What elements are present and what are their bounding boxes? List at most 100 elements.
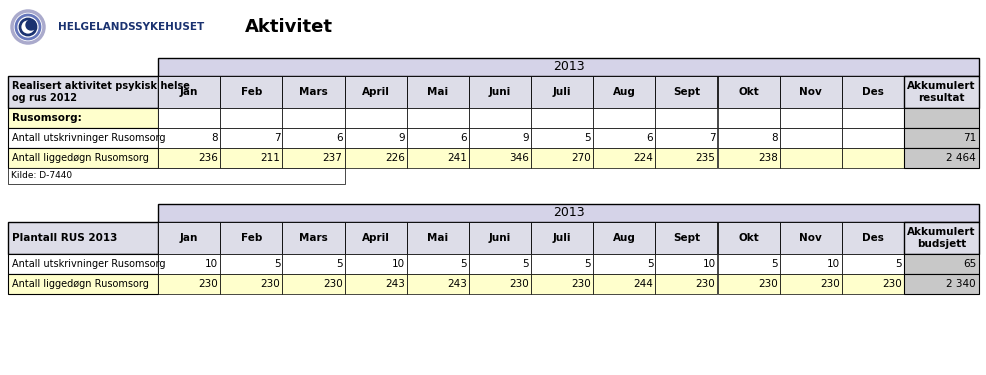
Bar bbox=[841, 274, 903, 294]
Bar bbox=[779, 108, 841, 128]
Text: Plantall RUS 2013: Plantall RUS 2013 bbox=[12, 233, 117, 243]
Text: 211: 211 bbox=[260, 153, 280, 163]
Text: Des: Des bbox=[861, 233, 882, 243]
Bar bbox=[344, 108, 406, 128]
Text: Sept: Sept bbox=[672, 87, 699, 97]
Text: HELGELANDSSYKEHUSET: HELGELANDSSYKEHUSET bbox=[58, 22, 204, 32]
Bar bbox=[158, 108, 220, 128]
Bar bbox=[593, 148, 655, 168]
Text: Aktivitet: Aktivitet bbox=[245, 18, 332, 36]
Text: 5: 5 bbox=[770, 259, 777, 269]
Bar bbox=[8, 108, 158, 128]
Text: April: April bbox=[361, 87, 389, 97]
Bar bbox=[530, 128, 593, 148]
Bar bbox=[282, 108, 344, 128]
Bar bbox=[468, 222, 530, 254]
Bar bbox=[8, 148, 158, 168]
Text: Kilde: D-7440: Kilde: D-7440 bbox=[11, 171, 72, 180]
Text: 5: 5 bbox=[459, 259, 466, 269]
Text: Akkumulert
resultat: Akkumulert resultat bbox=[906, 81, 975, 103]
Bar bbox=[655, 148, 717, 168]
Bar bbox=[717, 128, 779, 148]
Text: 230: 230 bbox=[881, 279, 901, 289]
Bar bbox=[406, 254, 468, 274]
Text: 10: 10 bbox=[826, 259, 839, 269]
Bar bbox=[282, 254, 344, 274]
Bar bbox=[158, 76, 220, 108]
Text: Juli: Juli bbox=[552, 87, 571, 97]
Text: Antall liggedøgn Rusomsorg: Antall liggedøgn Rusomsorg bbox=[12, 153, 149, 163]
Bar bbox=[593, 76, 655, 108]
Text: 230: 230 bbox=[509, 279, 528, 289]
Text: 5: 5 bbox=[522, 259, 528, 269]
Bar bbox=[282, 222, 344, 254]
Bar bbox=[655, 254, 717, 274]
Text: 241: 241 bbox=[447, 153, 466, 163]
Text: 2013: 2013 bbox=[552, 207, 584, 219]
Bar bbox=[8, 128, 158, 148]
Text: 235: 235 bbox=[695, 153, 715, 163]
Bar bbox=[530, 222, 593, 254]
Bar bbox=[903, 254, 978, 274]
Text: 5: 5 bbox=[273, 259, 280, 269]
Bar bbox=[717, 76, 779, 108]
Bar bbox=[530, 108, 593, 128]
Bar bbox=[655, 222, 717, 254]
Text: 226: 226 bbox=[385, 153, 404, 163]
Text: 5: 5 bbox=[335, 259, 342, 269]
Bar bbox=[655, 108, 717, 128]
Bar bbox=[593, 128, 655, 148]
Bar bbox=[593, 274, 655, 294]
Bar bbox=[841, 222, 903, 254]
Bar bbox=[406, 148, 468, 168]
Text: 10: 10 bbox=[391, 259, 404, 269]
Bar bbox=[530, 148, 593, 168]
Text: Mars: Mars bbox=[299, 233, 327, 243]
Text: 9: 9 bbox=[397, 133, 404, 143]
Text: 65: 65 bbox=[961, 259, 975, 269]
Bar bbox=[220, 222, 282, 254]
Bar bbox=[841, 254, 903, 274]
Bar bbox=[593, 108, 655, 128]
Text: 5: 5 bbox=[584, 133, 591, 143]
Text: 2 340: 2 340 bbox=[946, 279, 975, 289]
Text: 8: 8 bbox=[211, 133, 218, 143]
Text: Realisert aktivitet psykisk helse
og rus 2012: Realisert aktivitet psykisk helse og rus… bbox=[12, 81, 189, 103]
Bar bbox=[158, 254, 220, 274]
Bar bbox=[655, 128, 717, 148]
Text: 10: 10 bbox=[702, 259, 715, 269]
Text: Jan: Jan bbox=[179, 233, 198, 243]
Text: 230: 230 bbox=[757, 279, 777, 289]
Bar bbox=[282, 148, 344, 168]
Bar bbox=[593, 222, 655, 254]
Bar bbox=[593, 254, 655, 274]
Text: 244: 244 bbox=[633, 279, 653, 289]
Bar bbox=[841, 108, 903, 128]
Bar bbox=[220, 274, 282, 294]
Bar bbox=[220, 108, 282, 128]
Text: 7: 7 bbox=[273, 133, 280, 143]
Bar bbox=[158, 58, 978, 76]
Text: Antall liggedøgn Rusomsorg: Antall liggedøgn Rusomsorg bbox=[12, 279, 149, 289]
Bar bbox=[158, 274, 220, 294]
Bar bbox=[220, 76, 282, 108]
Text: 8: 8 bbox=[770, 133, 777, 143]
Bar bbox=[717, 148, 779, 168]
Bar bbox=[779, 148, 841, 168]
Text: 2 464: 2 464 bbox=[946, 153, 975, 163]
Text: 6: 6 bbox=[459, 133, 466, 143]
Text: Antall utskrivninger Rusomsorg: Antall utskrivninger Rusomsorg bbox=[12, 259, 166, 269]
Bar bbox=[344, 128, 406, 148]
Text: 346: 346 bbox=[509, 153, 528, 163]
Text: April: April bbox=[361, 233, 389, 243]
Text: Feb: Feb bbox=[241, 233, 261, 243]
Bar bbox=[282, 274, 344, 294]
Bar bbox=[406, 108, 468, 128]
Text: 6: 6 bbox=[646, 133, 653, 143]
Bar bbox=[282, 76, 344, 108]
Bar bbox=[717, 274, 779, 294]
Bar bbox=[903, 128, 978, 148]
Bar bbox=[903, 222, 978, 254]
Bar bbox=[655, 76, 717, 108]
Bar bbox=[717, 222, 779, 254]
